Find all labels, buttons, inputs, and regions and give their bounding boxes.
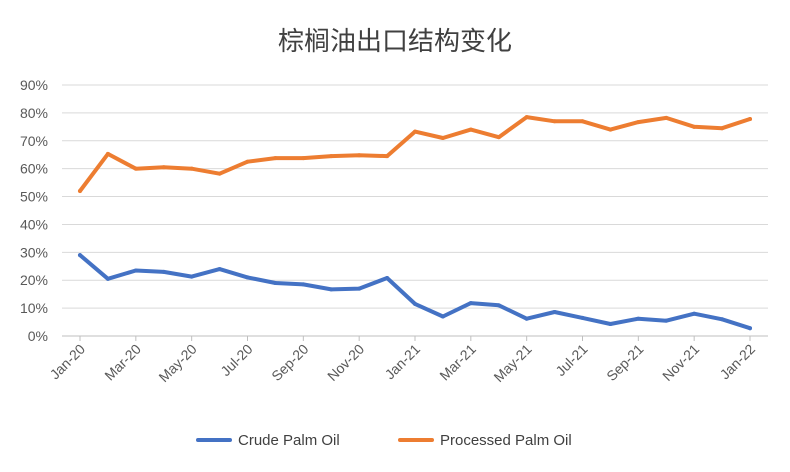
data-point — [468, 301, 473, 306]
data-point — [161, 269, 166, 274]
x-tick-label: Nov-20 — [324, 341, 367, 384]
x-tick-label: Jan-21 — [382, 341, 424, 383]
series-group — [78, 115, 752, 193]
data-point — [552, 119, 557, 124]
data-point — [329, 154, 334, 159]
data-point — [78, 253, 82, 258]
series-group — [78, 253, 752, 331]
x-tick-label: Jul-20 — [217, 341, 255, 379]
y-tick-label: 50% — [20, 189, 48, 205]
data-point — [189, 274, 194, 279]
data-point — [608, 322, 613, 327]
chart-title: 棕榈油出口结构变化 — [278, 27, 512, 57]
data-point — [664, 115, 669, 120]
data-point — [636, 316, 641, 321]
x-tick-label: Jan-22 — [717, 341, 759, 383]
data-point — [608, 127, 613, 132]
data-point — [580, 315, 585, 320]
x-tick-label: May-20 — [155, 341, 199, 385]
data-point — [552, 310, 557, 315]
legend-label: Crude Palm Oil — [238, 432, 340, 449]
data-point — [496, 135, 501, 140]
y-tick-label: 40% — [20, 216, 48, 232]
data-point — [524, 316, 529, 321]
data-point — [273, 281, 278, 286]
y-tick-label: 90% — [20, 77, 48, 93]
data-point — [664, 318, 669, 323]
data-point — [413, 129, 417, 134]
x-tick-label: Mar-20 — [101, 341, 144, 384]
series-lines — [78, 115, 752, 331]
series-line — [78, 253, 752, 331]
legend-label: Processed Palm Oil — [440, 432, 572, 449]
data-point — [385, 275, 390, 280]
data-point — [329, 287, 334, 292]
data-point — [357, 153, 362, 158]
y-tick-label: 80% — [20, 105, 48, 121]
x-tick-label: Nov-21 — [659, 341, 702, 384]
y-tick-label: 0% — [28, 328, 48, 344]
data-point — [105, 151, 110, 156]
x-tick-label: Jul-21 — [552, 341, 590, 379]
data-point — [273, 156, 278, 161]
data-point — [748, 117, 752, 122]
data-point — [189, 166, 194, 171]
data-point — [105, 276, 110, 281]
data-point — [720, 126, 725, 131]
series-line — [78, 115, 752, 193]
y-tick-label: 30% — [20, 244, 48, 260]
data-point — [245, 159, 250, 164]
data-point — [217, 267, 222, 272]
x-tick-label: Mar-21 — [436, 341, 479, 384]
data-point — [524, 115, 529, 120]
y-tick-label: 70% — [20, 133, 48, 149]
data-point — [440, 314, 445, 319]
x-tick-label: Sep-20 — [268, 341, 311, 384]
y-tick-label: 20% — [20, 272, 48, 288]
data-point — [720, 317, 725, 322]
data-point — [161, 165, 166, 170]
legend: Crude Palm Oil Processed Palm Oil — [196, 432, 572, 449]
data-point — [133, 268, 138, 273]
data-point — [301, 156, 306, 161]
data-point — [133, 166, 138, 171]
data-point — [748, 326, 752, 331]
gridlines — [62, 84, 768, 337]
data-point — [496, 303, 501, 308]
x-axis-tick-labels: Jan-20 Mar-20 May-20 Jul-20 Sep-20 Nov-20 Jan-… — [47, 336, 759, 385]
data-point — [301, 282, 306, 287]
data-point — [78, 188, 82, 193]
data-point — [692, 124, 697, 129]
x-tick-label: May-21 — [490, 341, 534, 385]
y-axis-tick-labels: 0% 10% 20% 30% 40% 50% 60% 70% 80% 90% — [20, 77, 48, 344]
data-point — [217, 171, 222, 176]
data-point — [440, 135, 445, 140]
data-point — [413, 301, 417, 306]
data-point — [245, 275, 250, 280]
data-point — [692, 311, 697, 316]
y-tick-label: 60% — [20, 161, 48, 177]
data-point — [468, 127, 473, 132]
x-tick-label: Jan-20 — [47, 341, 89, 383]
data-point — [385, 154, 390, 159]
x-tick-label: Sep-21 — [603, 341, 646, 384]
data-point — [580, 119, 585, 124]
y-tick-label: 10% — [20, 300, 48, 316]
data-point — [636, 120, 641, 125]
data-point — [357, 286, 362, 291]
